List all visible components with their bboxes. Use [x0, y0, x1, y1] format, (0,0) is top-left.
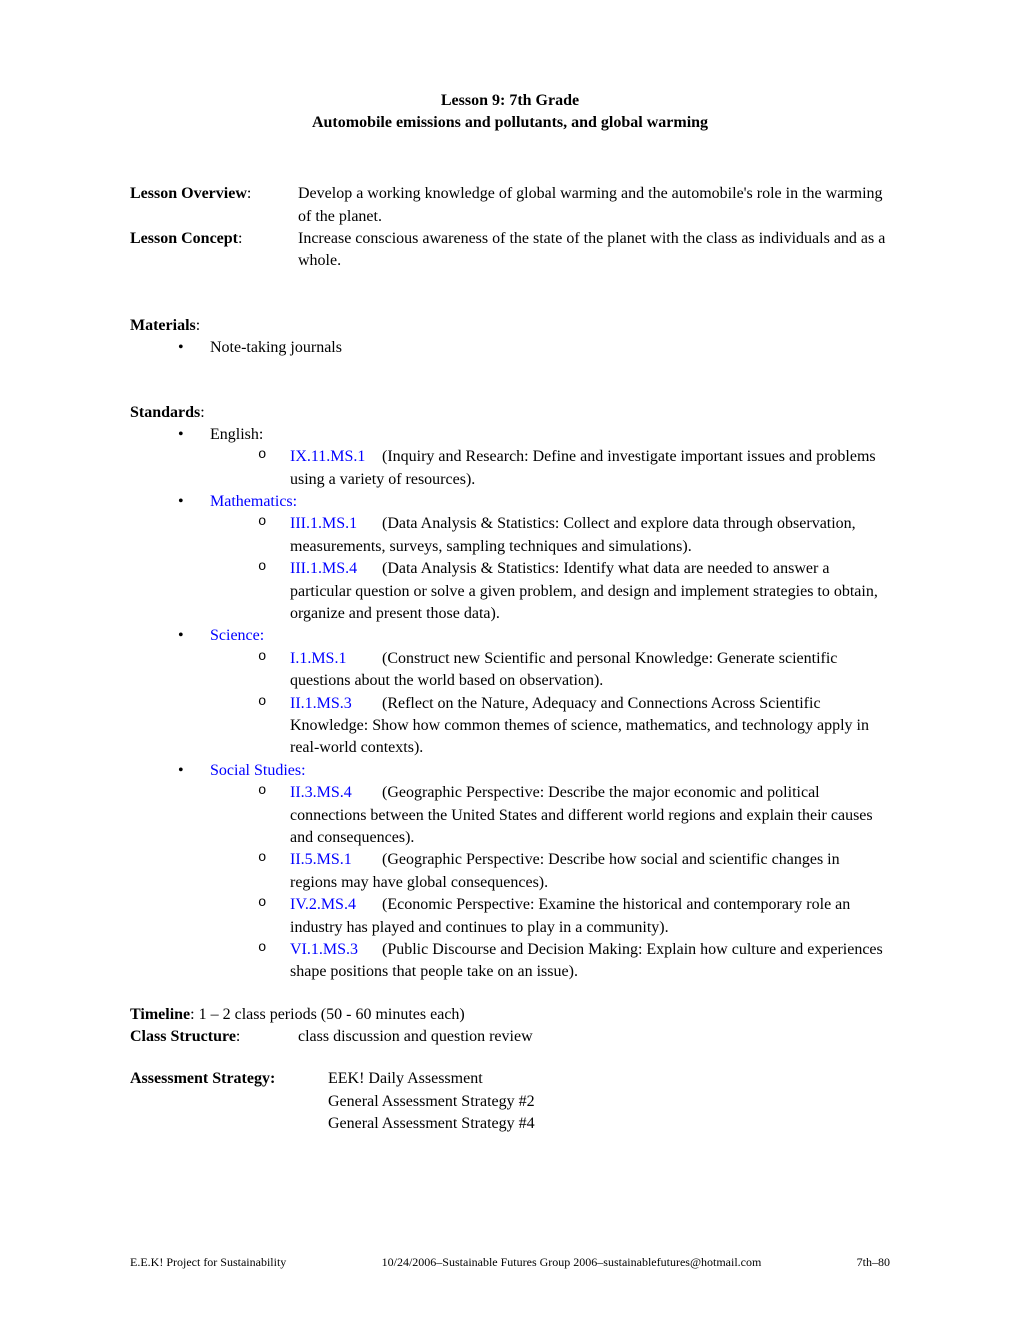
- title-line-1: Lesson 9: 7th Grade: [130, 90, 890, 112]
- class-structure-text: class discussion and question review: [298, 1026, 890, 1048]
- timeline-text: : 1 – 2 class periods (50 - 60 minutes e…: [190, 1006, 465, 1023]
- assessment-line: EEK! Daily Assessment: [328, 1068, 890, 1090]
- standard-desc: (Geographic Perspective: Describe the ma…: [290, 784, 873, 846]
- standard-code[interactable]: II.5.MS.1: [290, 849, 378, 871]
- standard-code[interactable]: II.1.MS.3: [290, 693, 378, 715]
- standard-code[interactable]: II.3.MS.4: [290, 782, 378, 804]
- class-structure-label: Class Structure:: [130, 1026, 298, 1048]
- standards-section: Standards: English: IX.11.MS.1 (Inquiry …: [130, 402, 890, 984]
- lesson-overview-text: Develop a working knowledge of global wa…: [298, 183, 890, 228]
- standard-item: IX.11.MS.1 (Inquiry and Research: Define…: [258, 446, 890, 491]
- standards-subject-social-studies: Social Studies: II.3.MS.4 (Geographic Pe…: [178, 760, 890, 984]
- class-structure-row: Class Structure: class discussion and qu…: [130, 1026, 890, 1048]
- standard-code[interactable]: IX.11.MS.1: [290, 446, 378, 468]
- standard-item: II.3.MS.4 (Geographic Perspective: Descr…: [258, 782, 890, 849]
- standard-item: I.1.MS.1 (Construct new Scientific and p…: [258, 648, 890, 693]
- materials-item: Note-taking journals: [178, 337, 890, 359]
- standard-code[interactable]: IV.2.MS.4: [290, 894, 378, 916]
- materials-heading: Materials:: [130, 315, 890, 337]
- assessment-line: General Assessment Strategy #4: [328, 1113, 890, 1135]
- standard-item: III.1.MS.1 (Data Analysis & Statistics: …: [258, 513, 890, 558]
- lesson-concept-label: Lesson Concept:: [130, 228, 298, 273]
- lesson-overview-row: Lesson Overview: Develop a working knowl…: [130, 183, 890, 228]
- page-footer: E.E.K! Project for Sustainability 10/24/…: [130, 1255, 890, 1270]
- timeline-row: Timeline: 1 – 2 class periods (50 - 60 m…: [130, 1004, 890, 1026]
- lesson-overview-label: Lesson Overview:: [130, 183, 298, 228]
- subject-name[interactable]: Social Studies:: [210, 762, 306, 779]
- assessment-block: Assessment Strategy: EEK! Daily Assessme…: [130, 1068, 890, 1135]
- standard-desc: (Data Analysis & Statistics: Identify wh…: [290, 560, 878, 622]
- timeline-label: Timeline: [130, 1006, 190, 1023]
- standard-code[interactable]: III.1.MS.1: [290, 513, 378, 535]
- footer-left: E.E.K! Project for Sustainability: [130, 1255, 286, 1270]
- assessment-label: Assessment Strategy:: [130, 1068, 328, 1135]
- lesson-concept-text: Increase conscious awareness of the stat…: [298, 228, 890, 273]
- page-title: Lesson 9: 7th Grade Automobile emissions…: [130, 90, 890, 133]
- assessment-line: General Assessment Strategy #2: [328, 1091, 890, 1113]
- standards-heading: Standards:: [130, 402, 890, 424]
- lesson-concept-row: Lesson Concept: Increase conscious aware…: [130, 228, 890, 273]
- title-line-2: Automobile emissions and pollutants, and…: [130, 112, 890, 134]
- standard-desc: (Inquiry and Research: Define and invest…: [290, 448, 876, 487]
- standard-code[interactable]: III.1.MS.4: [290, 558, 378, 580]
- standard-code[interactable]: I.1.MS.1: [290, 648, 378, 670]
- standard-desc: (Public Discourse and Decision Making: E…: [290, 941, 883, 980]
- standard-item: VI.1.MS.3 (Public Discourse and Decision…: [258, 939, 890, 984]
- assessment-strategy-list: EEK! Daily Assessment General Assessment…: [328, 1068, 890, 1135]
- footer-right: 7th–80: [857, 1255, 890, 1270]
- standard-item: II.1.MS.3 (Reflect on the Nature, Adequa…: [258, 693, 890, 760]
- standards-subject-science: Science: I.1.MS.1 (Construct new Scienti…: [178, 625, 890, 759]
- standards-subject-english: English: IX.11.MS.1 (Inquiry and Researc…: [178, 424, 890, 491]
- standard-item: II.5.MS.1 (Geographic Perspective: Descr…: [258, 849, 890, 894]
- standard-item: III.1.MS.4 (Data Analysis & Statistics: …: [258, 558, 890, 625]
- standard-code[interactable]: VI.1.MS.3: [290, 939, 378, 961]
- subject-name[interactable]: Science:: [210, 627, 264, 644]
- subject-name: English:: [210, 426, 263, 443]
- materials-section: Materials: Note-taking journals: [130, 315, 890, 360]
- standard-item: IV.2.MS.4 (Economic Perspective: Examine…: [258, 894, 890, 939]
- timeline-block: Timeline: 1 – 2 class periods (50 - 60 m…: [130, 1004, 890, 1049]
- subject-name[interactable]: Mathematics:: [210, 493, 297, 510]
- footer-center: 10/24/2006–Sustainable Futures Group 200…: [286, 1255, 856, 1270]
- standards-subject-mathematics: Mathematics: III.1.MS.1 (Data Analysis &…: [178, 491, 890, 625]
